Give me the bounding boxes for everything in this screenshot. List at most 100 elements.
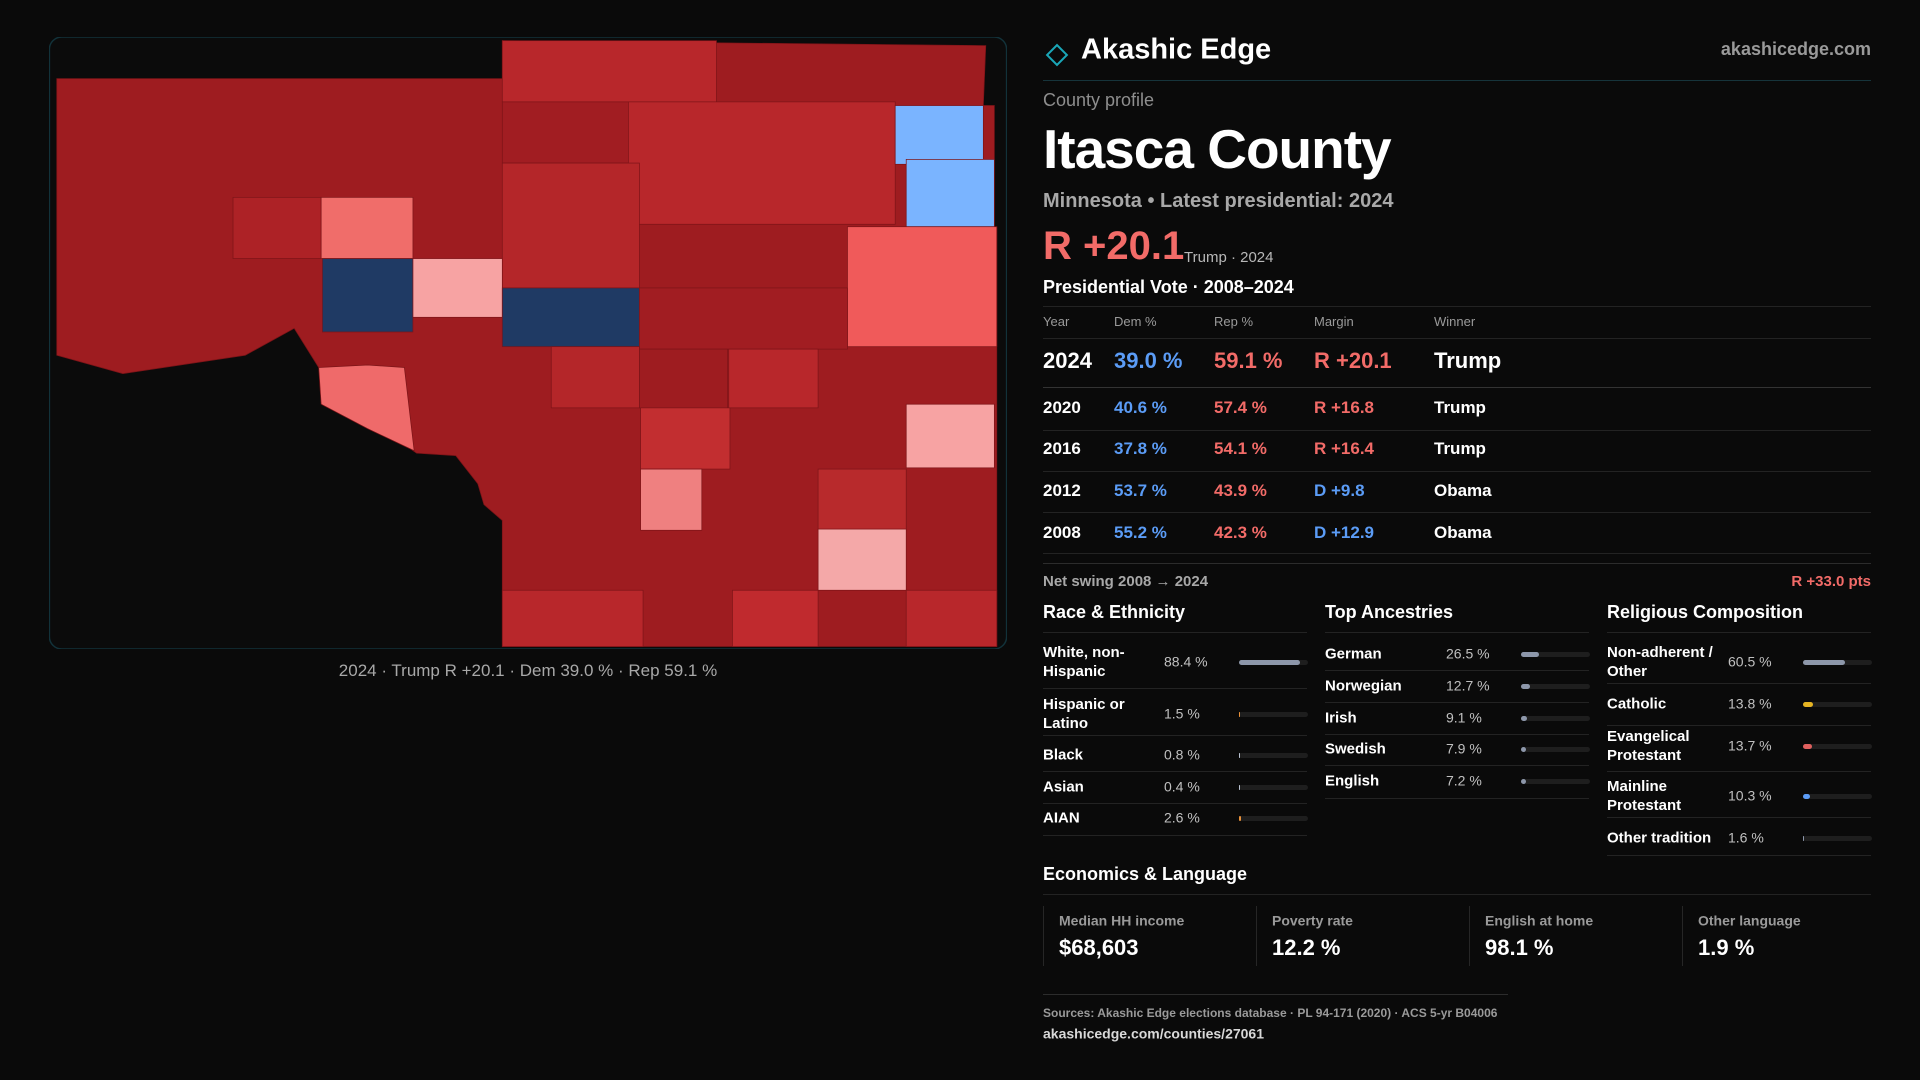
bar-track [1803,836,1872,841]
column-header: Dem % [1114,314,1157,330]
vote-cell: 54.1 % [1214,438,1267,458]
footer-url: akashicedge.com/counties/27061 [1043,1025,1264,1042]
row-value: 12.7 % [1446,677,1490,694]
header-rule [1043,80,1871,81]
row-name: Mainline Protestant [1607,778,1682,814]
bar-track [1803,744,1872,749]
vote-cell: 43.9 % [1214,480,1267,500]
headline-margin: R +20.1 [1043,224,1185,268]
divider [1607,771,1871,772]
vote-cell: 40.6 % [1114,397,1167,417]
row-name: AIAN [1043,809,1080,827]
bar [1521,747,1527,752]
row-value: 10.3 % [1728,787,1772,804]
row-name: Irish [1325,709,1357,727]
vote-cell: Trump [1434,347,1502,373]
section-title: Top Ancestries [1325,602,1454,623]
divider [1607,632,1871,633]
divider [1325,798,1589,799]
divider [1043,306,1871,307]
divider [1607,725,1871,726]
row-name: White, non-Hispanic [1043,644,1125,680]
divider [1325,765,1589,766]
vote-cell: 59.1 % [1214,347,1283,373]
column-header: Year [1043,314,1070,330]
bar-track [1803,702,1872,707]
divider [1043,471,1871,472]
card-value: 1.9 % [1698,934,1755,960]
vote-cell: 2008 [1043,522,1081,542]
row-value: 26.5 % [1446,645,1490,662]
logo-icon [1045,43,1069,67]
divider [1043,802,1307,804]
site-link: akashicedge.com [1720,39,1871,60]
divider [1043,430,1871,431]
card-value: 98.1 % [1485,934,1554,960]
row-name: Asian [1043,778,1084,796]
bar [1803,744,1813,749]
divider [1043,553,1871,554]
vote-cell: 39.0 % [1114,347,1183,373]
divider [1043,894,1871,895]
card-value: $68,603 [1059,934,1139,960]
row-name: Other tradition [1607,829,1712,847]
divider [1325,702,1589,703]
vote-cell: Trump [1434,397,1486,417]
vote-cell: Trump [1434,438,1486,458]
bar [1803,660,1845,665]
divider [1043,994,1508,995]
bar [1239,753,1240,758]
bar [1239,712,1241,717]
card-value: 12.2 % [1272,934,1341,960]
divider [1043,563,1871,564]
bar [1521,652,1540,657]
bar [1803,794,1811,799]
brand: Akashic Edge [1081,33,1272,66]
row-name: Black [1043,746,1084,764]
swing-value: R +33.0 pts [1791,573,1871,590]
row-name: Norwegian [1325,677,1402,695]
divider [1325,632,1589,633]
row-value: 13.7 % [1728,737,1772,754]
subtitle: Minnesota • Latest presidential: 2024 [1043,190,1394,212]
card-label: English at home [1485,912,1594,929]
bar [1521,779,1526,784]
margin-note: Trump · 2024 [1184,249,1274,266]
bar-track [1239,785,1308,790]
bar [1521,684,1530,689]
vote-cell: 2012 [1043,480,1081,500]
divider [1043,387,1871,388]
row-value: 7.2 % [1446,772,1482,789]
vote-cell: R +20.1 [1314,347,1392,373]
section-title: Presidential Vote · 2008–2024 [1043,277,1294,298]
vote-cell: 57.4 % [1214,397,1267,417]
bar-track [1521,716,1590,721]
divider [1325,733,1589,735]
vote-cell: R +16.8 [1314,397,1375,417]
bar-track [1239,712,1308,717]
row-value: 88.4 % [1164,653,1208,670]
row-name: Hispanic or Latino [1043,696,1125,732]
divider [1043,688,1307,689]
row-value: 1.5 % [1164,705,1200,722]
row-value: 1.6 % [1728,829,1764,846]
vote-cell: 2016 [1043,438,1081,458]
bar-track [1521,747,1590,752]
bar-track [1521,652,1590,657]
row-name: Non-adherent / Other [1607,644,1713,680]
column-header: Margin [1314,314,1354,330]
vote-cell: 2020 [1043,397,1081,417]
vote-cell: D +12.9 [1314,522,1375,542]
divider [1607,817,1871,818]
county-map [49,37,1007,649]
bar-track [1239,753,1308,758]
row-value: 2.6 % [1164,809,1200,826]
vote-cell: 42.3 % [1214,522,1267,542]
kicker: County profile [1043,90,1155,111]
row-name: English [1325,772,1380,790]
bar [1803,836,1805,841]
card-label: Other language [1698,912,1801,929]
bar-track [1239,816,1308,821]
card-border [1469,906,1470,966]
